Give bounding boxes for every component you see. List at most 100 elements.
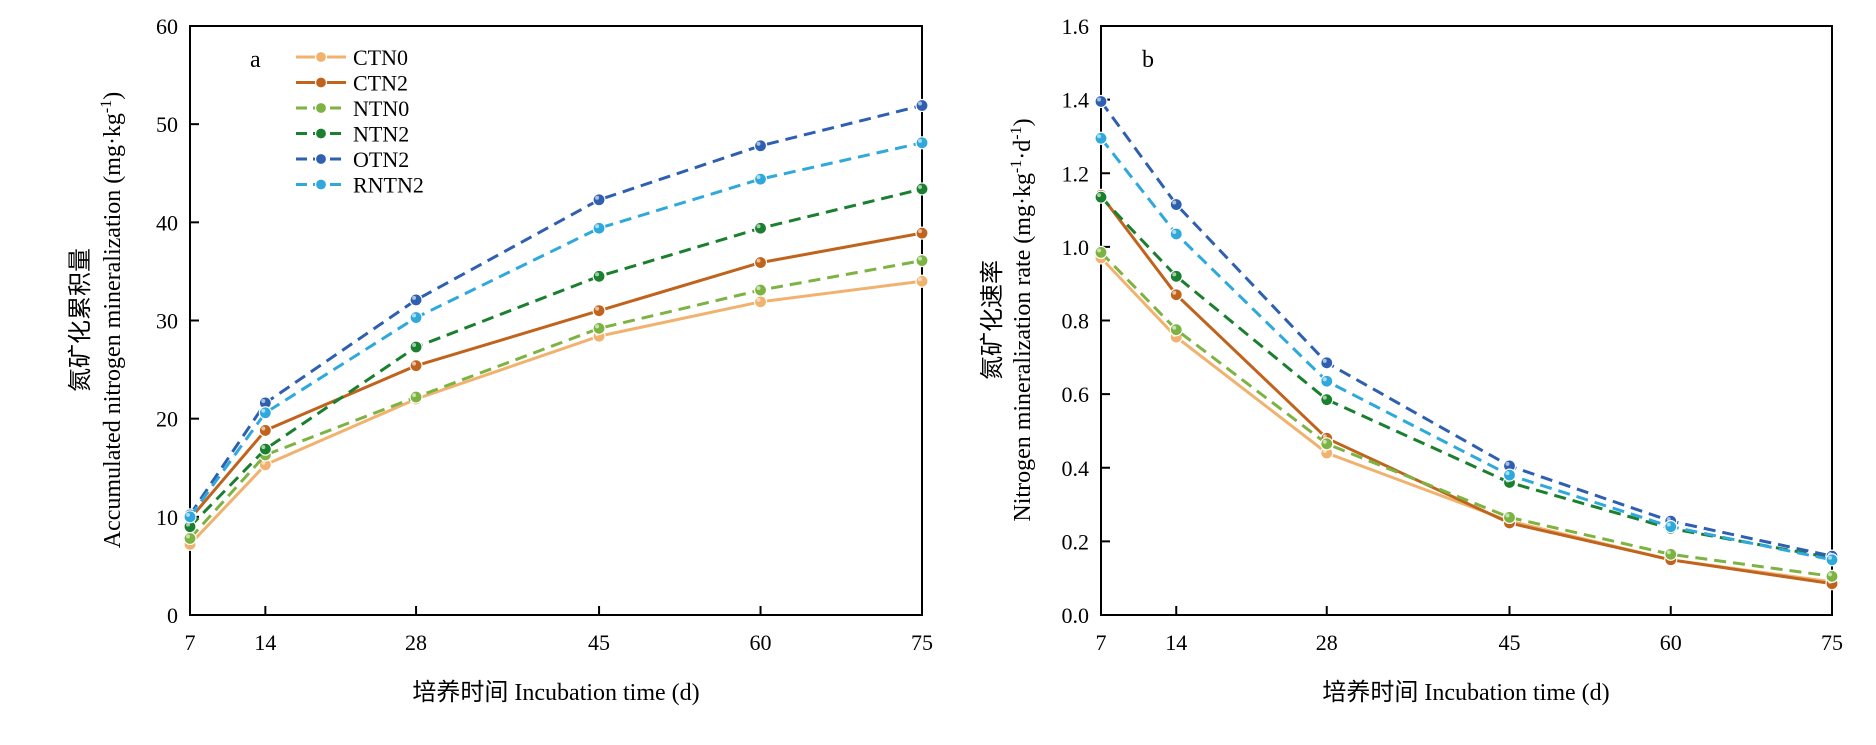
- data-point-b-rntn2-0: [1094, 131, 1108, 145]
- data-point-a-rntn2-2: [409, 310, 423, 325]
- data-point-a-ntn2-5: [915, 182, 929, 196]
- x-tick-label-b-4: 60: [1660, 630, 1682, 655]
- series-line-a-ntn0: [188, 259, 923, 540]
- data-point-a-ntn2-1: [258, 442, 272, 456]
- data-point-highlight-a-otn2-3: [595, 195, 600, 200]
- data-point-a-ntn0-3: [592, 321, 606, 335]
- data-point-highlight-a-ntn2-4: [756, 224, 761, 229]
- y-tick-label-b-5: 1.0: [1062, 235, 1090, 260]
- x-tick-label-a-1: 14: [254, 630, 276, 655]
- series-line-b-ntn0: [1099, 251, 1833, 578]
- legend-marker-ctn0: [314, 50, 328, 64]
- y-tick-label-a-0: 0: [167, 603, 178, 628]
- x-tick-label-b-1: 14: [1165, 630, 1187, 655]
- data-point-a-ctn0-4: [753, 295, 768, 309]
- data-point-highlight-a-rntn2-0: [186, 512, 190, 517]
- data-point-highlight-b-ntn0-1: [1172, 325, 1177, 330]
- data-point-b-ntn0-0: [1094, 245, 1108, 259]
- data-point-a-rntn2-0: [183, 510, 197, 524]
- data-point-b-rntn2-4: [1664, 520, 1678, 534]
- data-point-a-rntn2-1: [258, 406, 272, 420]
- data-point-b-rntn2-2: [1320, 374, 1334, 388]
- data-point-highlight-a-ctn0-4: [756, 297, 761, 302]
- data-point-b-otn2-0: [1094, 94, 1108, 109]
- plot-area-b: [1100, 25, 1833, 616]
- data-point-a-ctn2-1: [258, 423, 272, 438]
- legend-label-otn2: OTN2: [353, 147, 409, 172]
- data-point-a-ctn2-2: [409, 359, 423, 373]
- y-axis-title-cn-b: 氮矿化速率: [979, 260, 1006, 380]
- data-point-highlight-a-ntn0-2: [412, 393, 417, 398]
- data-point-highlight-a-ctn2-1: [261, 426, 266, 431]
- data-point-highlight-a-ctn2-4: [756, 258, 761, 263]
- y-axis-title-cn-a: 氮矿化累积量: [67, 248, 94, 392]
- data-point-b-otn2-2: [1320, 356, 1334, 370]
- y-axis-title-b: 氮矿化速率: [979, 260, 1006, 380]
- panel-label-b: b: [1142, 47, 1154, 73]
- y-axis-title-en-a-end: ): [100, 92, 126, 100]
- data-point-highlight-a-ntn2-0: [186, 522, 190, 527]
- data-point-a-ntn2-4: [753, 221, 768, 235]
- data-point-b-rntn2-1: [1169, 227, 1183, 241]
- legend-marker-ctn2: [314, 76, 328, 89]
- data-point-a-rntn2-3: [592, 221, 606, 235]
- data-point-highlight-a-otn2-5: [918, 101, 922, 106]
- data-point-highlight-a-ntn2-5: [918, 184, 922, 189]
- legend-marker-ntn2: [314, 127, 328, 140]
- y-tick-label-b-0: 0.0: [1062, 603, 1090, 628]
- y-tick-label-a-6: 60: [156, 14, 178, 39]
- data-point-b-ntn2-1: [1169, 269, 1183, 283]
- data-point-b-rntn2-5: [1825, 553, 1839, 567]
- data-point-highlight-a-ctn0-1: [261, 460, 266, 465]
- series-line-a-otn2: [188, 104, 923, 516]
- x-tick-label-b-0: 7: [1096, 630, 1107, 655]
- data-point-highlight-a-ntn2-2: [412, 343, 417, 348]
- y-tick-label-a-3: 30: [156, 309, 178, 334]
- data-point-a-ntn0-0: [183, 531, 197, 546]
- x-tick-label-b-2: 28: [1316, 630, 1338, 655]
- x-tick-label-a-5: 75: [911, 630, 933, 655]
- data-point-b-ntn2-2: [1320, 393, 1334, 407]
- data-point-highlight-a-ctn2-3: [595, 306, 600, 311]
- data-point-a-ntn2-2: [409, 340, 423, 354]
- y-tick-label-b-1: 0.2: [1062, 529, 1090, 554]
- data-point-highlight-a-ntn0-3: [595, 324, 600, 329]
- x-axis-title-b: 培养时间 Incubation time (d): [1322, 679, 1609, 706]
- data-point-highlight-b-otn2-2: [1322, 358, 1327, 363]
- data-point-highlight-b-otn2-0: [1097, 97, 1101, 102]
- data-point-highlight-b-ntn0-5: [1828, 572, 1832, 577]
- data-point-highlight-a-ctn0-5: [918, 277, 922, 282]
- data-point-a-rntn2-5: [915, 136, 929, 150]
- data-point-highlight-b-ntn0-0: [1097, 248, 1101, 253]
- data-point-highlight-a-ctn2-2: [412, 361, 417, 366]
- data-point-a-rntn2-4: [753, 172, 768, 186]
- y-tick-label-b-6: 1.2: [1062, 161, 1090, 186]
- series-line-a-rntn2: [188, 141, 923, 518]
- legend-marker-otn2: [314, 152, 328, 166]
- data-point-highlight-b-rntn2-1: [1172, 229, 1177, 234]
- data-point-a-ctn0-5: [915, 274, 929, 288]
- y-axis-title-en-b-mid: ·d: [1010, 140, 1036, 160]
- data-point-highlight-b-rntn2-5: [1828, 555, 1832, 560]
- y-axis-title-en-b-sup: -1: [1008, 160, 1025, 173]
- panel-a: a 培养时间 Incubation time (d) 氮矿化累积量 Accumu…: [67, 14, 933, 706]
- y-tick-label-b-2: 0.4: [1062, 456, 1090, 481]
- data-point-highlight-a-otn2-2: [412, 295, 417, 300]
- data-point-highlight-b-ntn2-1: [1172, 272, 1177, 277]
- panel-b: b 培养时间 Incubation time (d) 氮矿化速率 Nitroge…: [979, 14, 1843, 706]
- data-point-a-otn2-3: [592, 193, 606, 207]
- data-point-highlight-b-rntn2-0: [1097, 134, 1101, 139]
- series-line-a-ctn2: [188, 231, 923, 520]
- data-point-highlight-a-rntn2-5: [918, 138, 922, 143]
- y-axis-title-en-b-main: Nitrogen mineralization rate (mg·kg: [1010, 173, 1036, 522]
- y-tick-label-b-8: 1.6: [1062, 14, 1090, 39]
- y-axis-title-en-a: Accumulated nitrogen mineralization (mg·…: [98, 92, 126, 549]
- legend-label-rntn2: RNTN2: [353, 173, 424, 198]
- data-point-a-otn2-4: [753, 139, 768, 153]
- y-axis-title-en-group-b: Nitrogen mineralization rate (mg·kg-1·d-…: [1008, 118, 1036, 521]
- x-tick-label-a-3: 45: [588, 630, 610, 655]
- y-axis-title-en-b-sup2: -1: [1008, 126, 1025, 139]
- data-point-b-otn2-1: [1169, 197, 1183, 212]
- x-tick-label-a-2: 28: [405, 630, 427, 655]
- y-tick-label-a-2: 20: [156, 407, 178, 432]
